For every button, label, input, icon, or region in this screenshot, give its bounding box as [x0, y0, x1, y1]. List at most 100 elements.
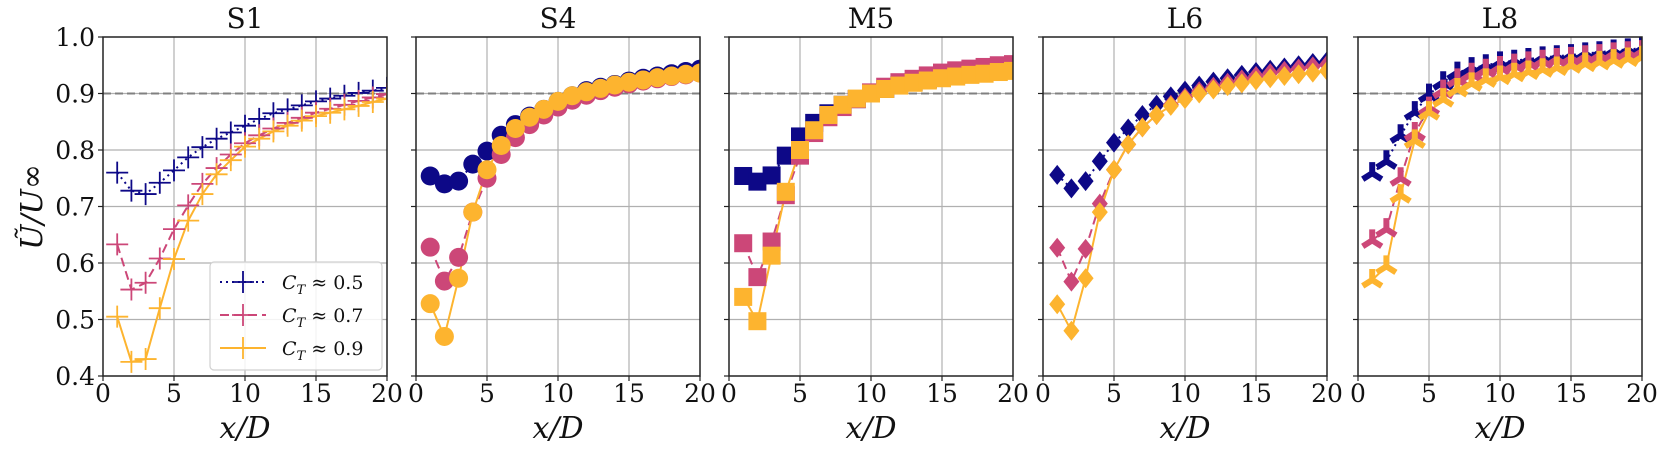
marker-circle — [420, 237, 440, 257]
marker-plus — [361, 90, 384, 113]
marker-plus-path — [163, 218, 185, 241]
marker-tri-down — [1389, 167, 1412, 187]
legend-box — [209, 261, 383, 371]
x-tick-label: 20 — [371, 379, 403, 408]
panel-s1: S10 5 10 15 200.40.50.60.70.80.91.0x/DCT ≈ 0… — [55, 2, 403, 446]
x-tick-label: 5 — [1421, 379, 1437, 408]
marker-circle — [690, 63, 700, 83]
marker-square — [748, 172, 767, 191]
marker-square — [748, 268, 767, 287]
marker-circle — [491, 135, 511, 155]
marker-tri-down — [1460, 72, 1483, 92]
marker-diamond — [1134, 104, 1151, 125]
marker-plus-path — [191, 136, 214, 159]
series-markers-3 — [1049, 60, 1327, 341]
marker-diamond — [1262, 68, 1279, 89]
marker-plus-path — [376, 87, 387, 110]
marker-plus — [120, 350, 143, 373]
marker-plus-path — [205, 127, 228, 150]
marker-plus-path — [106, 233, 129, 256]
marker-square — [819, 105, 838, 124]
marker-plus — [333, 98, 356, 121]
marker-diamond — [1162, 95, 1179, 116]
marker-plus — [232, 271, 254, 293]
marker-square — [933, 69, 951, 88]
x-tick-label: 0 — [408, 379, 424, 408]
x-tick-label: 5 — [479, 379, 495, 408]
marker-square — [762, 246, 781, 265]
marker-diamond — [1120, 134, 1137, 155]
marker-square — [776, 146, 795, 165]
x-tick-label: 0 — [1035, 379, 1051, 408]
marker-square — [748, 312, 767, 331]
x-tick-label: 10 — [542, 379, 574, 408]
marker-plus — [219, 121, 242, 144]
series-line-2 — [116, 93, 387, 292]
x-axis-label: x/D — [532, 411, 583, 446]
marker-diamond — [1049, 164, 1066, 185]
marker-square — [947, 67, 966, 86]
x-tick-label: 20 — [1626, 379, 1658, 408]
marker-square — [1004, 61, 1013, 80]
marker-plus — [276, 114, 299, 137]
marker-plus-path — [120, 179, 143, 202]
panel-l8: L8 0 5 10 15 20 x/D — [1350, 2, 1658, 446]
x-tick-label: 10 — [1169, 379, 1201, 408]
marker-plus-path — [177, 146, 200, 169]
marker-diamond — [1091, 202, 1108, 223]
marker-square — [776, 182, 795, 201]
marker-square — [833, 95, 852, 114]
series-group — [420, 59, 700, 346]
panel-title: L8 — [1482, 2, 1518, 35]
x-tick-label: 0 — [721, 379, 737, 408]
y-tick-label: 0.8 — [55, 136, 95, 165]
marker-plus — [148, 171, 171, 194]
x-tick-label: 20 — [684, 379, 716, 408]
x-tick-label: 20 — [997, 379, 1029, 408]
marker-square — [847, 89, 866, 108]
marker-circle — [434, 271, 454, 291]
x-tick-label: 15 — [300, 379, 332, 408]
marker-plus — [290, 109, 313, 132]
y-tick-label: 1.0 — [55, 23, 95, 52]
marker-plus-path — [276, 114, 299, 137]
marker-tri-down — [1361, 268, 1384, 289]
series-group — [1049, 51, 1327, 341]
x-tick-label: 10 — [229, 379, 261, 408]
marker-plus-path — [232, 337, 254, 359]
marker-plus-path — [148, 297, 171, 320]
marker-plus-path — [376, 76, 387, 99]
marker-square — [876, 79, 895, 98]
panel-title: M5 — [848, 2, 894, 35]
marker-square — [734, 166, 753, 185]
x-tick-label: 10 — [1484, 379, 1516, 408]
marker-diamond — [1148, 94, 1165, 115]
marker-diamond — [1120, 118, 1137, 139]
marker-plus — [163, 159, 185, 182]
marker-circle — [420, 294, 440, 314]
marker-plus — [177, 209, 200, 232]
marker-tri-down — [1375, 218, 1398, 238]
marker-circle — [449, 247, 469, 267]
marker-tri-down — [1417, 101, 1441, 121]
marker-plus — [163, 248, 185, 271]
marker-plus-path — [305, 105, 327, 128]
panel-m5: M5 0 5 10 15 20 x/D — [721, 2, 1029, 446]
marker-diamond — [1063, 320, 1080, 341]
marker-tri-down — [1446, 77, 1469, 98]
marker-plus — [232, 337, 254, 359]
marker-square — [975, 64, 994, 83]
marker-diamond — [1049, 237, 1066, 258]
x-tick-label: 0 — [95, 379, 111, 408]
marker-plus — [120, 278, 143, 301]
marker-square — [961, 65, 980, 84]
marker-plus — [319, 101, 342, 124]
legend-label-main: C — [282, 338, 297, 360]
marker-plus-path — [219, 121, 242, 144]
marker-plus-path — [361, 90, 384, 113]
marker-square — [890, 76, 909, 95]
marker-plus-path — [376, 83, 387, 106]
marker-circle — [463, 202, 483, 222]
marker-plus — [248, 127, 271, 150]
marker-plus-path — [232, 271, 254, 293]
